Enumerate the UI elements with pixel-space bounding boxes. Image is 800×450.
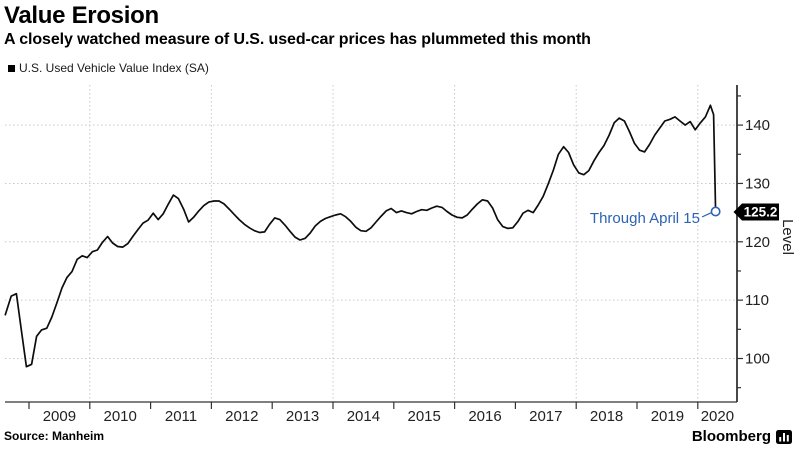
y-axis-title: Level	[779, 219, 796, 255]
chart-subtitle: A closely watched measure of U.S. used-c…	[4, 31, 591, 48]
x-tick-label: 2016	[468, 408, 501, 425]
x-tick-label: 2015	[408, 408, 441, 425]
page-title: Value Erosion	[4, 2, 159, 29]
y-tick-label: 110	[745, 292, 769, 309]
x-tick-label: 2010	[104, 408, 137, 425]
y-tick-label: 130	[745, 175, 770, 192]
bloomberg-wordmark: Bloomberg	[691, 428, 771, 445]
chart-legend: U.S. Used Vehicle Value Index (SA)	[8, 61, 209, 75]
series-layer	[4, 104, 717, 368]
annotation-connector-line	[701, 212, 712, 218]
value-tag	[733, 203, 779, 221]
x-tick-label: 2018	[590, 408, 623, 425]
x-tick-label: 2017	[529, 408, 562, 425]
index-line	[4, 104, 717, 368]
legend-square-icon	[8, 64, 15, 72]
legend-label: U.S. Used Vehicle Value Index (SA)	[19, 61, 209, 75]
x-tick-label: 2020	[701, 408, 734, 425]
x-tick-label: 2019	[651, 408, 684, 425]
x-tick-label: 2013	[286, 408, 319, 425]
y-tick-label: 120	[745, 234, 770, 251]
x-tick-label: 2009	[43, 408, 76, 425]
y-tick-label: 100	[745, 351, 770, 368]
gridlines	[5, 85, 737, 402]
x-tick-label: 2012	[225, 408, 258, 425]
axes: 2009 2010 2011 2012 2013 2014 2015 2016 2017 2018…	[5, 85, 770, 425]
bloomberg-terminal-icon	[776, 429, 792, 444]
x-tick-label: 2011	[165, 408, 197, 425]
bloomberg-logo: Bloomberg	[692, 428, 792, 445]
annotation-text: Through April 15	[590, 210, 700, 227]
last-point-marker	[710, 206, 721, 217]
value-tag-label: 125.2	[744, 205, 778, 220]
x-tick-label: 2014	[347, 408, 380, 425]
source-note: Source: Manheim	[4, 429, 105, 443]
y-tick-label: 140	[745, 117, 770, 134]
